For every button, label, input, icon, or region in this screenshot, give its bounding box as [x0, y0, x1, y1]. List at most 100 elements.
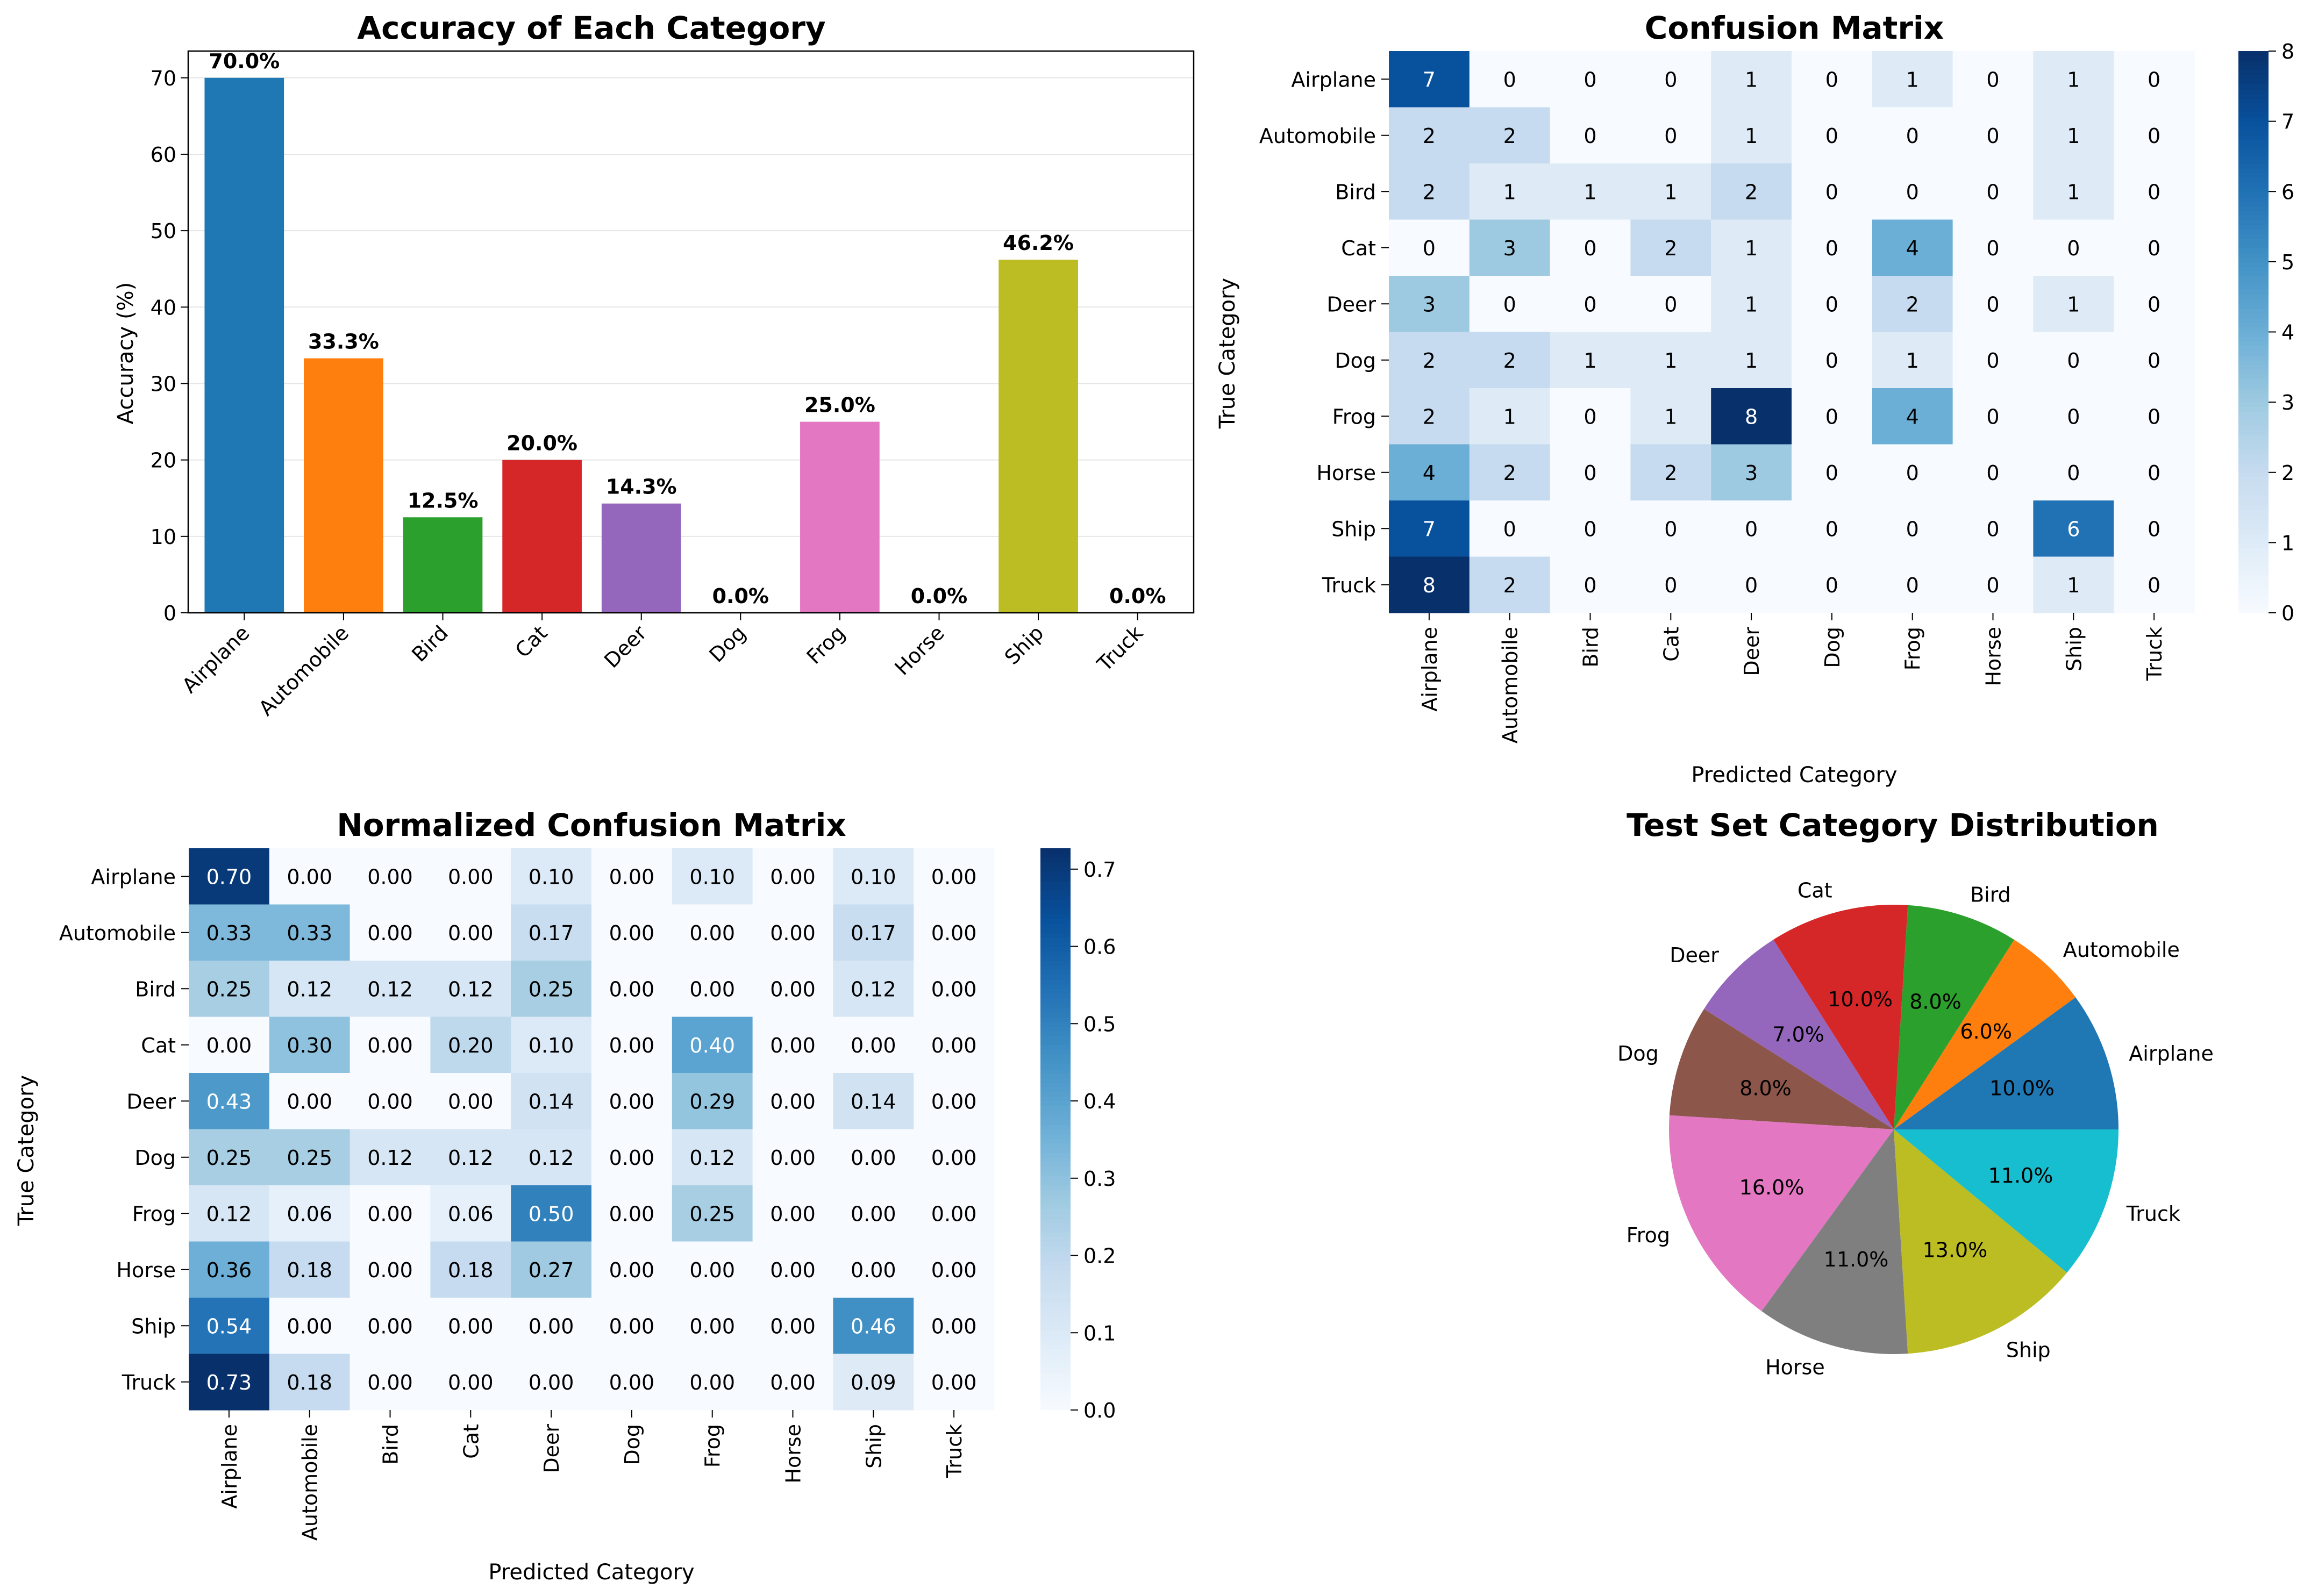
heatmap-cell — [591, 1241, 673, 1298]
colorbar-gradient-segment — [1040, 1091, 1071, 1097]
colorbar-gradient-segment — [2238, 83, 2269, 89]
colorbar-gradient-segment — [1040, 895, 1071, 900]
heatmap-cell — [2033, 51, 2114, 108]
colorbar-gradient-segment — [2238, 318, 2269, 323]
colorbar-gradient-segment — [1040, 1153, 1071, 1158]
heatmap-cell — [2114, 163, 2195, 220]
heatmap-cell-value: 1 — [2067, 574, 2080, 597]
heatmap-cell — [511, 1185, 592, 1242]
pie-category-label: Horse — [1765, 1356, 1825, 1379]
heatmap-cell — [1469, 444, 1551, 501]
heatmap-cell — [1952, 500, 2034, 557]
pie-slice-airplane — [1894, 997, 2119, 1129]
colorbar-gradient-segment — [2238, 482, 2269, 487]
heatmap-ytick-label: Deer — [1326, 292, 1376, 316]
colorbar-gradient-segment — [2238, 308, 2269, 314]
heatmap-ytick-label: Automobile — [59, 921, 176, 945]
colorbar-gradient-segment — [1040, 862, 1071, 868]
heatmap-xtick-label: Horse — [782, 1424, 805, 1484]
pie-category-label: Deer — [1670, 943, 1719, 967]
heatmap-cell — [511, 1298, 592, 1355]
colorbar-gradient-segment — [1040, 965, 1071, 971]
colorbar-gradient-segment — [2238, 285, 2269, 290]
heatmap-cell-value: 0.00 — [689, 1258, 735, 1282]
heatmap-cell — [269, 904, 351, 961]
heatmap-cell-value: 0.00 — [770, 921, 816, 945]
heatmap-cell — [752, 1073, 833, 1130]
colorbar-gradient-segment — [1040, 1138, 1071, 1144]
heatmap-cell — [672, 961, 753, 1018]
colorbar-gradient-segment — [2238, 491, 2269, 497]
colorbar-gradient-segment — [2238, 243, 2269, 248]
colorbar-gradient-segment — [1040, 956, 1071, 961]
heatmap-cell-value: 1 — [1664, 180, 1677, 204]
colorbar-tick-label: 0.1 — [1083, 1321, 1116, 1345]
heatmap-cell — [1550, 388, 1631, 445]
heatmap-cell-value: 0.06 — [287, 1202, 332, 1226]
heatmap-cell-value: 0 — [1986, 517, 1999, 541]
heatmap-cell-value: 7 — [1423, 517, 1436, 541]
colorbar-gradient-segment — [2238, 594, 2269, 599]
heatmap-cell-value: 0.46 — [851, 1314, 896, 1338]
heatmap-cell — [1550, 444, 1631, 501]
colorbar-gradient-segment — [1040, 1115, 1071, 1120]
colorbar-gradient-segment — [1040, 1063, 1071, 1069]
heatmap-cell — [269, 1241, 351, 1298]
heatmap-cell — [1469, 107, 1551, 164]
heatmap-cell-value: 0.18 — [287, 1258, 332, 1282]
heatmap-cell — [1630, 332, 1711, 389]
heatmap-cell-value: 0 — [1906, 124, 1919, 148]
heatmap-cell-value: 0.54 — [206, 1314, 252, 1338]
heatmap-cell — [1872, 332, 1953, 389]
heatmap-cell-value: 0.00 — [609, 1090, 655, 1113]
heatmap-cell — [672, 848, 753, 905]
heatmap-cell-value: 0 — [1825, 180, 1838, 204]
heatmap-cell — [833, 1354, 914, 1411]
colorbar-gradient-segment — [2238, 121, 2269, 127]
colorbar-gradient-segment — [2238, 547, 2269, 553]
heatmap-cell-value: 0.33 — [206, 921, 252, 945]
colorbar-gradient-segment — [2238, 472, 2269, 478]
category-distribution-pie: Test Set Category Distribution 10.0% Airp… — [1617, 807, 2214, 1379]
colorbar-gradient-segment — [2238, 528, 2269, 534]
heatmap-cell — [591, 1185, 673, 1242]
colorbar-gradient-segment — [1040, 1058, 1071, 1064]
heatmap-xtick-label: Truck — [943, 1424, 966, 1478]
bar-automobile — [304, 358, 383, 613]
heatmap-cell — [1792, 388, 1873, 445]
colorbar-gradient-segment — [1040, 923, 1071, 928]
bar-value-label: 33.3% — [308, 330, 379, 354]
heatmap-cell-value: 0.00 — [851, 1202, 896, 1226]
heatmap-cell — [1711, 332, 1792, 389]
heatmap-cell — [511, 1129, 592, 1186]
colorbar-gradient-segment — [1040, 1302, 1071, 1308]
heatmap-cell — [591, 1017, 673, 1073]
colorbar-gradient-segment — [2238, 145, 2269, 150]
bar-chart-ylabel: Accuracy (%) — [113, 282, 138, 425]
heatmap-cell — [349, 848, 431, 905]
heatmap-cell-value: 0.00 — [448, 865, 494, 889]
colorbar-gradient-segment — [2238, 214, 2269, 220]
colorbar-gradient-segment — [2238, 542, 2269, 548]
heatmap-cell-value: 0.36 — [206, 1258, 252, 1282]
heatmap-cell — [1792, 500, 1873, 557]
heatmap-cell — [914, 1185, 995, 1242]
heatmap-cell — [1389, 219, 1470, 276]
heatmap-cell — [1550, 556, 1631, 613]
bar-value-label: 14.3% — [606, 475, 677, 499]
colorbar-gradient-segment — [2238, 388, 2269, 393]
heatmap-cell-value: 1 — [1745, 237, 1758, 260]
heatmap-cell-value: 0 — [1664, 574, 1677, 597]
pie-slice-ship — [1894, 1129, 2067, 1354]
heatmap-cell-value: 0 — [2148, 349, 2160, 373]
heatmap-cell-value: 2 — [1503, 574, 1516, 597]
heatmap-cell — [189, 961, 270, 1018]
colorbar-gradient-segment — [2238, 266, 2269, 272]
heatmap-cell-value: 0.12 — [287, 977, 332, 1001]
colorbar-gradient-segment — [2238, 271, 2269, 276]
colorbar-gradient-segment — [1040, 1171, 1071, 1177]
heatmap-cell-value: 1 — [1584, 180, 1596, 204]
colorbar-gradient-segment — [2238, 313, 2269, 319]
heatmap-cell — [430, 1073, 511, 1130]
